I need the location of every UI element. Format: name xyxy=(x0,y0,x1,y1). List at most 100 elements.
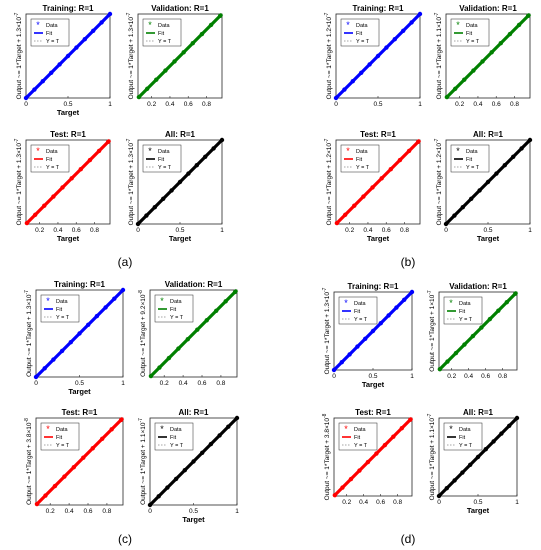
p1-training-data-point xyxy=(57,62,62,67)
p2-training-data-point xyxy=(392,37,397,42)
p1-test-data-point xyxy=(60,185,65,190)
p2-validation-data-point xyxy=(507,31,513,37)
p1-test-data-point xyxy=(87,157,93,163)
p2-validation-data-point xyxy=(462,77,467,82)
p3-test-xtick-label: 0.4 xyxy=(65,508,74,515)
p3-validation-xtick-label: 0.2 xyxy=(160,380,169,387)
p2-test-data-point xyxy=(342,212,348,218)
p2-training-legend-entry: Fit xyxy=(356,31,363,37)
p3-all-title: All: R=1 xyxy=(178,408,209,417)
p3-training-data-point xyxy=(33,374,39,380)
p1-training-data-point xyxy=(65,53,71,59)
p3-training-data-point xyxy=(77,331,82,336)
p1-training-data-point xyxy=(107,11,113,17)
p1-training-data-point xyxy=(99,20,104,25)
p2-all-data-point xyxy=(477,188,482,193)
p4-test-legend-box xyxy=(338,422,378,451)
p2-test-legend-data-symbol: * xyxy=(346,146,350,156)
p4-test-legend-entry: Y = T xyxy=(354,443,368,449)
p2-all-legend-entry: Data xyxy=(466,149,479,155)
p2-validation-xtick-label: 0.8 xyxy=(510,101,519,108)
p1-test-data-point xyxy=(96,148,102,154)
p1-training-plot: Training: R=1 0 0.5 1 Target Output ~= 1*Targ… xyxy=(14,4,113,117)
p3-test-legend-entry: Data xyxy=(56,427,69,433)
p2-all-data-point xyxy=(469,196,474,201)
p3-validation-xtick-label: 0.6 xyxy=(197,380,206,387)
p2-test-xtick-label: 0.4 xyxy=(363,227,372,234)
p1-test-data-point xyxy=(69,176,74,181)
p1-training-data-point xyxy=(32,87,37,92)
p2-test-fit-line xyxy=(334,138,422,226)
p4-training-title: Training: R=1 xyxy=(348,282,399,291)
p4-training-xtick-label: 0.5 xyxy=(368,373,377,380)
p1-test-fit-line xyxy=(24,138,112,226)
p3-all-data-point xyxy=(156,494,161,499)
p3-all-ylabel: Output ~= 1*Target + 1.1×10-7 xyxy=(138,418,147,505)
p4-test-xtick-label: 0.6 xyxy=(376,499,385,506)
p1-test-legend-entry: Data xyxy=(46,149,59,155)
p1-all-ylabel: Output ~= 1*Target + 1.3×10-7 xyxy=(126,138,135,225)
p4-test-data-point xyxy=(374,451,379,456)
p3-test-legend-data-symbol: * xyxy=(46,424,50,434)
p3-all-xtick-label: 0 xyxy=(148,508,152,515)
p1-training-legend-entry: Y = T xyxy=(46,39,60,45)
p1-all-legend-entry: Data xyxy=(158,149,171,155)
p4-training-legend-entry: Data xyxy=(354,301,367,307)
p2-validation-legend-entry: Fit xyxy=(466,31,473,37)
p2-test-data-point xyxy=(406,148,412,154)
p4-training-xtick-label: 1 xyxy=(410,373,414,380)
p2-all-title: All: R=1 xyxy=(473,130,504,139)
p4-validation-xtick-label: 0.6 xyxy=(481,373,490,380)
p1-test-xtick-label: 0.4 xyxy=(53,227,62,234)
p1-test-legend-entry: Y = T xyxy=(46,165,60,171)
p1-all-data-point xyxy=(211,146,216,151)
p1-test-xtick-label: 0.6 xyxy=(72,227,81,234)
p1-validation-legend-data-symbol: * xyxy=(148,20,152,30)
p1-validation-data-point xyxy=(144,86,150,92)
p2-training-xtick-label: 1 xyxy=(418,101,422,108)
p4-validation-fit-line xyxy=(437,290,519,372)
p4-test-data-point xyxy=(340,485,345,490)
p2-training-legend-entry: Data xyxy=(356,23,369,29)
p2-test-data-point xyxy=(370,185,375,190)
p4-all-xlabel: Target xyxy=(467,506,490,515)
p3-test-data-point xyxy=(62,474,67,479)
p2-training-title: Training: R=1 xyxy=(353,4,404,13)
p4-validation-data-point xyxy=(513,291,518,296)
p3-training-data-point xyxy=(103,305,108,310)
p3-all-data-point xyxy=(217,433,222,438)
p3-all-plot: All: R=1 0 0.5 1 Target Output ~= 1*Target + … xyxy=(138,408,240,524)
p2-all-legend-entry: Fit xyxy=(466,157,473,163)
p2-validation-ylabel: Output ~= 1*Target + 1.1×10-7 xyxy=(434,12,443,99)
p4-training-data-point xyxy=(355,344,360,349)
p2-training-ylabel: Output ~= 1*Target + 1.2×10-7 xyxy=(324,12,333,99)
p4-validation-legend-data-symbol: * xyxy=(449,298,453,308)
p3-training-legend-entry: Data xyxy=(56,299,69,305)
p1-test-data-point xyxy=(24,220,30,226)
p4-all-ylabel: Output ~= 1*Target + 1.1×10-7 xyxy=(427,413,436,500)
p4-test-xtick-label: 0.4 xyxy=(359,499,368,506)
p3-training-data-point xyxy=(68,340,74,345)
p3-all-data-point xyxy=(173,476,179,482)
p2-validation-xtick-label: 0.6 xyxy=(492,101,501,108)
p1-all-data-point xyxy=(194,163,199,168)
p1-validation-data-point xyxy=(154,77,159,82)
p2-all-xtick-label: 1 xyxy=(528,227,532,234)
p4-training-data-point xyxy=(402,297,407,302)
p1-training-data-point xyxy=(74,45,79,50)
p1-validation-title: Validation: R=1 xyxy=(151,4,209,13)
p2-test-ylabel: Output ~= 1*Target + 1.2×10-7 xyxy=(324,138,333,225)
p2-test-xtick-label: 0.2 xyxy=(345,227,354,234)
p4-training-xlabel: Target xyxy=(362,380,385,389)
p3-test-data-point xyxy=(90,446,95,451)
p4-validation-data-point xyxy=(496,308,501,313)
p3-all-data-point xyxy=(226,424,231,429)
p1-training-xtick-label: 0 xyxy=(24,101,28,108)
p4-test-title: Test: R=1 xyxy=(355,408,391,417)
p4-validation-plot: Validation: R=1 0.2 0.4 0.6 0.8 Output ~= 1*T… xyxy=(427,282,519,380)
p4-training-plot: Training: R=1 0 0.5 1 Target Output ~= 1*Targ… xyxy=(322,282,415,389)
p4-all-legend-entry: Data xyxy=(459,427,472,433)
p3-training-ylabel: Output ~= 1*Target + 1.3×10-7 xyxy=(24,290,33,377)
p3-training-title: Training: R=1 xyxy=(54,280,105,289)
